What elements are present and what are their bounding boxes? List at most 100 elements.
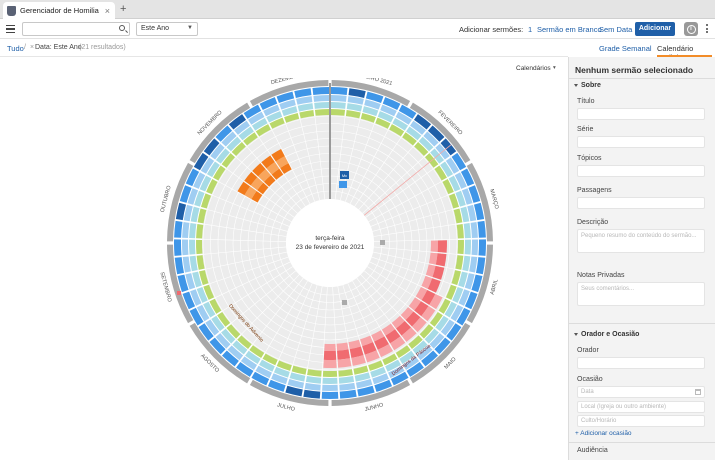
tab-weekly-grid[interactable]: Grade Semanal: [599, 44, 652, 53]
week-cell: [271, 373, 288, 385]
week-line: [211, 194, 290, 227]
browser-tab[interactable]: Gerenciador de Homilia ×: [3, 2, 115, 19]
week-cell: [259, 97, 278, 111]
season-cell: [396, 320, 411, 336]
week-cell: [418, 136, 434, 152]
week-cell: [189, 307, 204, 326]
close-tab-icon[interactable]: ×: [104, 5, 110, 16]
menu-icon[interactable]: [6, 25, 15, 35]
search-input[interactable]: [22, 22, 130, 36]
week-cell: [221, 153, 236, 168]
month-ring: [249, 379, 329, 406]
date-filter-select[interactable]: Este Ano ▼: [136, 22, 198, 36]
week-line: [230, 270, 297, 324]
week-cell: [471, 274, 483, 293]
week-cell: [453, 208, 463, 224]
week-cell: [444, 301, 457, 318]
more-options-icon[interactable]: [706, 24, 709, 35]
location-field[interactable]: Local (Igreja ou outro ambiente): [577, 401, 705, 413]
center-circle: [286, 199, 374, 287]
season-cell: [263, 175, 276, 187]
title-field[interactable]: [577, 108, 705, 120]
month-ring: [409, 102, 471, 164]
sermon-block: [380, 240, 385, 245]
week-line: [271, 128, 311, 204]
week-line: [349, 128, 389, 204]
week-line: [285, 122, 315, 202]
private-notes-field[interactable]: Seus comentários...: [577, 282, 705, 306]
tab-title: Gerenciador de Homilia: [20, 6, 99, 15]
week-cell: [390, 371, 409, 386]
week-line: [347, 283, 382, 361]
service-field[interactable]: Culto/Horário: [577, 415, 705, 427]
season-cell: [429, 293, 443, 310]
month-ring: [466, 244, 493, 324]
calendars-dropdown[interactable]: Calendários: [516, 65, 551, 72]
date-placeholder: Data: [581, 389, 594, 395]
week-cell: [464, 291, 478, 310]
week-line: [360, 274, 420, 336]
week-line: [367, 266, 439, 312]
add-button[interactable]: Adicionar: [635, 22, 675, 36]
week-cell: [347, 96, 364, 105]
info-button[interactable]: i: [684, 22, 698, 36]
week-line: [322, 286, 328, 371]
week-cell: [410, 120, 426, 135]
add-occasion-link[interactable]: + Adicionar ocasião: [575, 430, 632, 437]
month-label: MAIO: [443, 356, 458, 371]
divider: [569, 442, 715, 443]
week-cell: [448, 175, 461, 192]
center-date: 23 de fevereiro de 2021: [296, 244, 365, 251]
week-line: [214, 261, 291, 299]
week-cell: [423, 131, 439, 147]
breadcrumb-all-link[interactable]: Tudo: [7, 44, 24, 53]
no-date-link[interactable]: Sem Data: [599, 25, 633, 34]
week-cell: [346, 103, 363, 112]
section-speaker-toggle[interactable]: Orador e Ocasião: [574, 331, 639, 338]
season-cell: [408, 297, 421, 311]
audience-label: Audiência: [577, 447, 608, 454]
calendar-icon[interactable]: [695, 389, 701, 395]
chevron-down-icon: ▼: [187, 25, 193, 31]
week-cell: [313, 95, 330, 102]
week-cell: [215, 125, 233, 142]
series-field[interactable]: [577, 136, 705, 148]
week-line: [235, 156, 298, 214]
speaker-field[interactable]: [577, 357, 705, 369]
season-cell: [237, 181, 251, 196]
week-cell: [221, 328, 236, 344]
week-cell: [402, 356, 420, 370]
date-field[interactable]: Data: [577, 386, 705, 398]
week-cell: [445, 284, 457, 300]
week-line: [372, 208, 454, 232]
blank-sermon-link[interactable]: Sermão em Branco: [537, 25, 602, 34]
week-cell: [370, 366, 387, 378]
week-line: [368, 180, 443, 223]
new-tab-icon[interactable]: +: [120, 3, 127, 15]
week-line: [299, 118, 320, 201]
week-cell: [210, 143, 225, 160]
remove-filter-icon[interactable]: ×: [30, 44, 35, 51]
week-cell: [458, 271, 468, 288]
week-cell: [429, 311, 443, 327]
section-about-toggle[interactable]: Sobre: [574, 82, 601, 89]
topics-field[interactable]: [577, 165, 705, 177]
week-cell: [412, 340, 428, 355]
week-line: [258, 136, 306, 207]
season-cell: [401, 327, 417, 342]
description-field[interactable]: Pequeno resumo do conteúdo do sermão...: [577, 229, 705, 253]
week-line: [345, 122, 375, 202]
season-cell: [415, 286, 428, 301]
season-cell: [435, 253, 447, 267]
toolbar: Este Ano ▼ Adicionar sermões: 1 Sermão e…: [0, 19, 715, 39]
week-cell: [421, 350, 438, 367]
week-cell: [226, 324, 241, 339]
passages-field[interactable]: [577, 197, 705, 209]
season-cell: [414, 301, 429, 317]
week-cell: [424, 328, 439, 344]
week-line: [358, 145, 414, 210]
week-cell: [194, 190, 205, 207]
week-cell: [388, 365, 405, 379]
radial-calendar[interactable]: JANEIRO 2021FEVEREIROMARÇOABRILMAIOJUNHO…: [150, 78, 510, 438]
week-cell: [182, 222, 190, 238]
